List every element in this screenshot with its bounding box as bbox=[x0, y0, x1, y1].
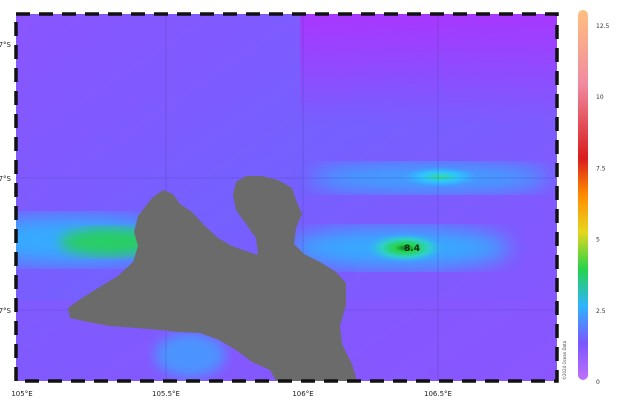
colorbar-tick-label: 5 bbox=[596, 237, 600, 244]
lat-tick-1: 7°S bbox=[0, 175, 12, 183]
colorbar bbox=[578, 10, 588, 380]
colorbar-tick-label: 7.5 bbox=[596, 165, 606, 172]
colorbar-tick-label: 2.5 bbox=[596, 308, 606, 315]
colorbar-tick-label: 0 bbox=[596, 379, 600, 386]
lon-tick-3: 106.5°E bbox=[424, 390, 452, 398]
lon-tick-1: 105.5°E bbox=[152, 390, 180, 398]
colorbar-ticks: 0 2.5 5 7.5 10 12.5 bbox=[596, 23, 610, 386]
lat-tick-2: 7°S bbox=[0, 307, 12, 315]
map-frame bbox=[14, 12, 559, 383]
peak-value-label: 8.4 bbox=[404, 244, 420, 254]
credit-text: ©2024 Ocean Data bbox=[562, 340, 567, 380]
colorbar-tick-label: 12.5 bbox=[596, 23, 610, 30]
lon-tick-2: 106°E bbox=[292, 390, 313, 398]
lon-tick-0: 105°E bbox=[11, 390, 32, 398]
lat-tick-0: 7°S bbox=[0, 41, 12, 49]
colorbar-tick-label: 10 bbox=[596, 94, 604, 101]
land-mass bbox=[68, 176, 357, 381]
data-field bbox=[16, 14, 557, 381]
